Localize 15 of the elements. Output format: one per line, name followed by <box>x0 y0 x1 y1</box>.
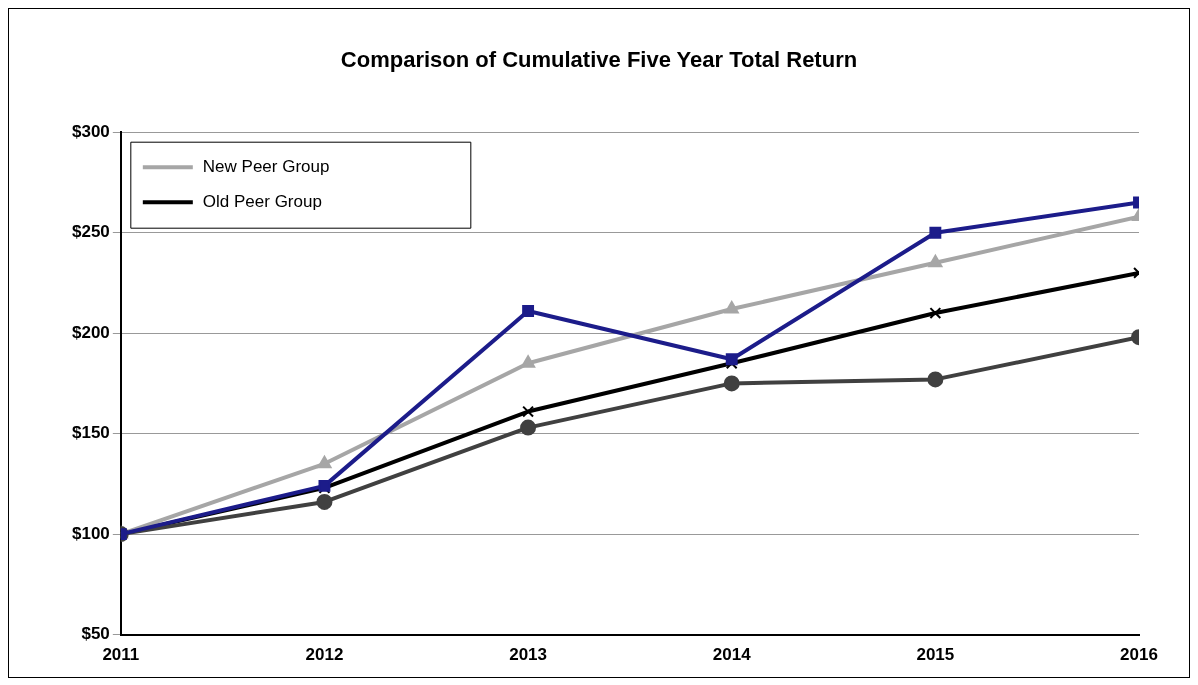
y-tick-label: $100 <box>71 523 110 543</box>
y-tick-label: $250 <box>71 222 110 242</box>
y-tick-label: $50 <box>81 624 110 644</box>
y-tick-label: $150 <box>71 423 110 443</box>
y-tick-label: $200 <box>71 322 110 342</box>
chart-title: Comparison of Cumulative Five Year Total Return <box>339 47 859 73</box>
x-tick-label: 2013 <box>509 645 548 665</box>
x-tick-label: 2012 <box>305 645 344 665</box>
y-tick-label: $300 <box>71 121 110 141</box>
legend-label: Old Peer Group <box>202 191 322 211</box>
x-tick-label: 2011 <box>102 645 140 665</box>
x-tick-label: 2014 <box>712 645 752 665</box>
x-tick-label: 2016 <box>1120 645 1158 665</box>
x-tick-label: 2015 <box>916 645 955 665</box>
legend-label: New Peer Group <box>202 156 330 176</box>
